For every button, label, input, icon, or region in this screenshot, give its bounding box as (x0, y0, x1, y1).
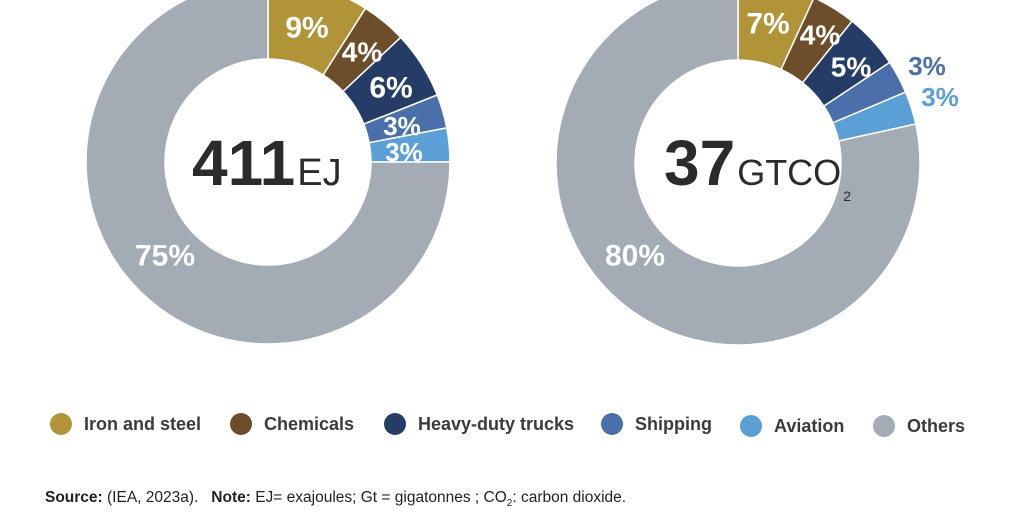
slice-label: 75% (135, 240, 195, 273)
slice-label: 80% (605, 240, 665, 273)
slice-label: 3% (908, 51, 946, 81)
slice-others (85, 0, 451, 345)
legend-label: Iron and steel (84, 413, 202, 434)
donut-charts: 9%4%6%3%3%75%411EJ 7% 4%5% 3%3%80%37GTCO2 (85, 0, 959, 346)
legend-swatch (740, 415, 762, 437)
center-unit: EJ (297, 152, 341, 194)
slice-label: 5% (831, 52, 872, 83)
center-total: 411EJ (192, 127, 342, 199)
note-text: EJ= exajoules; Gt = gigatonnes ; CO (250, 489, 507, 506)
center-value: 411 (192, 127, 295, 199)
source-text: (IEA, 2023a). (102, 489, 212, 506)
slice-label: 6% (369, 72, 412, 105)
legend-item-iron-and-steel: Iron and steel (50, 404, 201, 444)
slice-label: 4% (342, 37, 383, 68)
source-label: Source: (45, 489, 103, 506)
legend-swatch (601, 413, 623, 435)
slice-label: 7% (746, 8, 789, 41)
slice-others (555, 0, 921, 346)
center-unit-subscript: 2 (843, 188, 851, 204)
legend-item-chemicals: Chemicals (230, 404, 354, 444)
legend-item-others: Others (873, 406, 965, 446)
slice-label: 4% (800, 20, 841, 51)
legend-item-heavy-duty-trucks: Heavy-duty trucks (384, 404, 574, 444)
legend-label: Heavy-duty trucks (418, 413, 575, 434)
legend-item-aviation: Aviation (740, 406, 844, 446)
energy-donut-chart: 9% 4% 6% 3%3% 75% 411EJ (85, 0, 451, 345)
source-note: Source: (IEA, 2023a). Note: EJ= exajoule… (45, 489, 626, 509)
slice-label: 3% (921, 82, 959, 112)
note-tail: : carbon dioxide. (512, 489, 627, 506)
center-unit: GTCO (737, 152, 841, 193)
slice-label: 3% (385, 137, 423, 167)
legend-label: Chemicals (264, 413, 355, 434)
legend-label: Shipping (635, 413, 712, 434)
note-subscript: 2 (506, 498, 513, 510)
legend: Iron and steel Chemicals Heavy-duty truc… (0, 404, 1024, 444)
center-total: 37GTCO2 (664, 127, 851, 204)
note-label: Note: (211, 489, 251, 506)
legend-label: Others (907, 415, 966, 436)
emissions-donut-chart: 7% 4%5% 3%3% 80% 37GTCO2 (555, 0, 959, 346)
slice-label: 9% (285, 12, 328, 45)
slice-label: 3% (383, 111, 421, 141)
legend-label: Aviation (774, 415, 845, 436)
legend-swatch (384, 413, 406, 435)
legend-swatch (873, 415, 895, 437)
center-value: 37 (664, 127, 735, 199)
legend-item-shipping: Shipping (601, 404, 712, 444)
legend-swatch (50, 413, 72, 435)
legend-swatch (230, 413, 252, 435)
